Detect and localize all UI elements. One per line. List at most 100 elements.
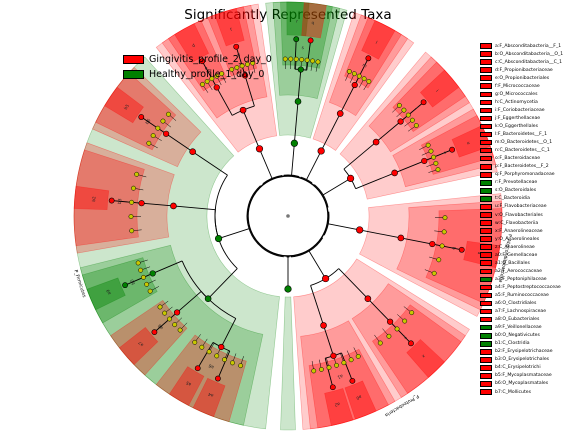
leaf-node	[310, 58, 316, 64]
family-label: l	[375, 40, 378, 45]
family-label: a5	[185, 380, 192, 387]
key-row: b5: F_Mycoplasmataceae	[480, 372, 576, 380]
leaf-node	[439, 243, 445, 249]
key-row: r: F_Prevotellaceae	[480, 179, 576, 187]
leaf-node	[219, 71, 225, 77]
key-separator: :	[496, 196, 499, 202]
key-code: o	[495, 156, 498, 162]
phylum-sector	[73, 56, 280, 430]
family-node	[122, 282, 128, 289]
key-code: a9	[495, 325, 501, 331]
leaf-node	[204, 78, 210, 84]
key-swatch	[480, 357, 492, 363]
key-separator: :	[500, 252, 503, 258]
key-separator: :	[497, 99, 500, 105]
key-row: a: F_Absconditabacteria__F_1	[480, 42, 576, 50]
leaf-node	[162, 310, 168, 316]
key-separator: :	[500, 301, 503, 307]
leaf-node	[386, 333, 392, 339]
key-code: b5	[495, 373, 501, 379]
leaf-node	[250, 60, 256, 66]
key-name: C_Clostridia	[502, 341, 530, 347]
key-name: F_Coriobacteriaceae	[497, 107, 545, 113]
order-node	[173, 309, 181, 316]
leaf-node	[172, 322, 178, 328]
key-code: w	[495, 220, 499, 226]
key-name: O_Absconditabacteria__O_1	[499, 51, 564, 57]
key-separator: :	[497, 228, 500, 234]
family-node	[449, 146, 456, 153]
key-row: b4: C_Erysipelotrichi	[480, 364, 576, 372]
family-label: a9	[105, 289, 112, 296]
phylum-node	[214, 234, 223, 243]
key-separator: :	[497, 51, 500, 57]
class-branch	[359, 229, 401, 239]
key-swatch	[480, 139, 492, 146]
order-node	[218, 343, 225, 351]
order-sector	[167, 20, 227, 92]
leaf-node	[230, 360, 235, 366]
chart-title: Significantly Represented Taxa	[184, 7, 392, 23]
key-swatch	[480, 252, 492, 259]
order-sector	[81, 257, 158, 324]
class-sector	[328, 14, 409, 117]
key-separator: :	[497, 188, 499, 194]
key-separator: :	[500, 357, 503, 363]
leaf-node	[244, 61, 250, 67]
key-row: x: F_Anaerolineaceae	[480, 227, 576, 235]
key-separator: :	[497, 91, 500, 97]
key-separator: :	[496, 180, 499, 186]
key-name: O_Bacteroidetes__O_1	[501, 140, 553, 146]
leaf-node	[134, 171, 140, 177]
key-code: b0	[495, 333, 501, 339]
family-sector	[73, 185, 110, 210]
leaf-node	[214, 73, 220, 79]
leaf-node	[293, 56, 299, 62]
phylum-arc	[246, 185, 284, 258]
leaf-node	[160, 118, 166, 124]
family-node	[420, 99, 427, 106]
key-name: O_Propionibacteriales	[499, 75, 550, 81]
order-label: g	[237, 52, 241, 58]
key-code: l	[495, 132, 497, 138]
class-branch	[310, 285, 324, 326]
key-separator: :	[499, 140, 502, 146]
key-name: F_Absconditabacteria__F_1	[499, 43, 562, 49]
key-code: a5	[495, 292, 501, 298]
family-node	[108, 197, 115, 204]
key-name: C_Flavobacteriia	[500, 220, 539, 226]
class-node	[189, 148, 196, 155]
family-branch	[341, 352, 353, 382]
phylum-branch	[306, 150, 322, 180]
clade-nodes	[108, 36, 465, 391]
key-swatch	[480, 324, 492, 331]
key-name: F_Propionibacteriaceae	[499, 67, 553, 73]
key-swatch	[480, 196, 492, 202]
key-swatch	[480, 107, 492, 114]
key-row: w: C_Flavobacteriia	[480, 219, 576, 227]
family-sector	[361, 20, 396, 60]
order-node	[149, 270, 156, 277]
class-branch	[320, 113, 341, 152]
key-code: a2	[495, 268, 501, 274]
order-label: b	[450, 246, 456, 250]
key-name: F_Gemellaceae	[502, 252, 538, 258]
key-swatch	[480, 349, 492, 355]
key-row: k: O_Eggerthellales	[480, 122, 576, 130]
leaf-node	[318, 366, 324, 372]
key-code: a3	[495, 276, 501, 282]
order-node	[429, 240, 436, 248]
key-swatch	[480, 300, 492, 307]
family-label: a2	[334, 402, 341, 408]
family-node	[214, 375, 221, 382]
leaf-node	[366, 78, 372, 84]
key-row: a5: F_Ruminococcaceae	[480, 291, 576, 299]
key-name: F_Erysipelotrichaceae	[502, 349, 553, 355]
family-node	[458, 246, 465, 253]
leaf-node	[222, 357, 227, 363]
phylum-node	[356, 226, 364, 234]
key-code: a6	[495, 301, 501, 307]
family-sector	[104, 86, 144, 124]
key-row: a7: F_Lachnospiraceae	[480, 308, 576, 316]
